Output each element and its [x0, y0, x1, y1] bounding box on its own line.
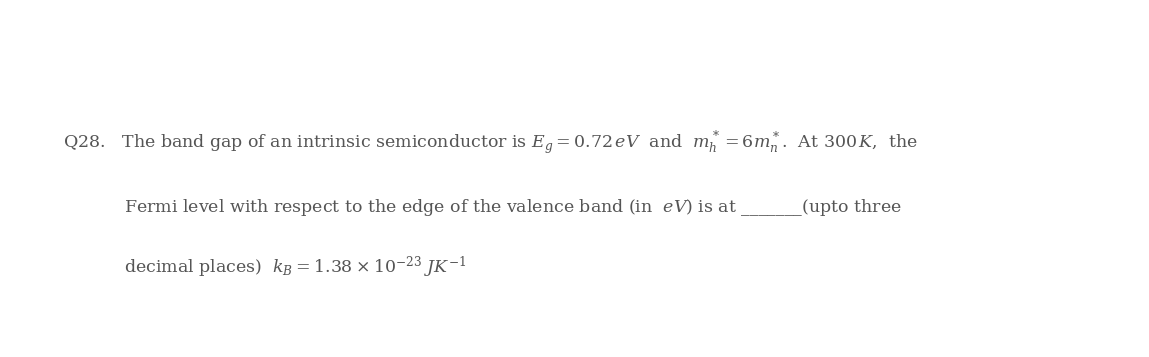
Text: Fermi level with respect to the edge of the valence band (in  $eV$) is at ______: Fermi level with respect to the edge of … — [124, 197, 902, 217]
Text: Q28.   The band gap of an intrinsic semiconductor is $E_g = 0.72\,eV$  and  $m_h: Q28. The band gap of an intrinsic semico… — [63, 129, 918, 157]
Text: decimal places)  $k_B = 1.38\times10^{-23}$ $JK^{-1}$: decimal places) $k_B = 1.38\times10^{-23… — [124, 255, 466, 280]
